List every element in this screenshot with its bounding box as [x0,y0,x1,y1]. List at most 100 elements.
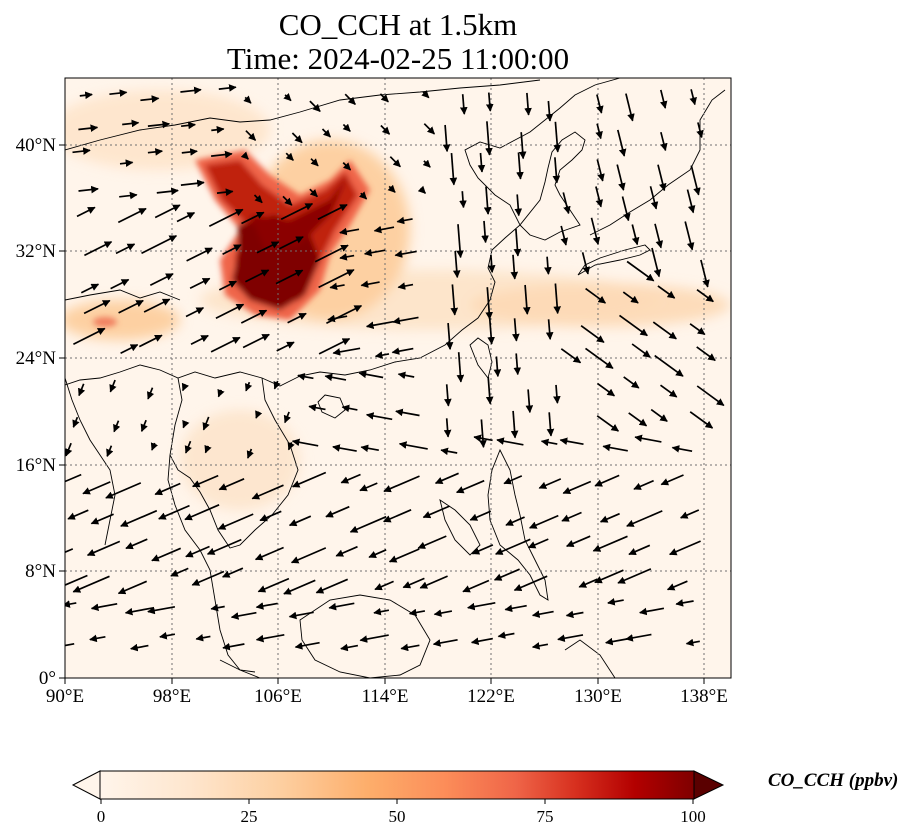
wind-arrow [279,236,304,250]
wind-arrow [206,538,242,555]
wind-arrow [84,241,113,257]
wind-arrow [314,244,349,263]
wind-arrow [596,94,604,114]
wind-arrow [522,284,531,315]
wind-arrow [181,121,196,130]
wind-arrow [621,196,631,222]
wind-arrow [141,235,178,255]
wind-arrow [105,482,142,499]
wind-arrow [433,609,453,617]
wind-arrow [444,384,452,407]
wind-arrow [666,580,688,591]
wind-arrow [397,371,415,380]
wind-arrow [78,185,99,194]
colorbar-tick-label: 50 [389,807,406,826]
wind-arrow [115,243,136,255]
wind-arrow [477,152,486,173]
wind-arrow [689,89,697,106]
wind-arrow [625,633,652,642]
wind-arrow [493,356,502,378]
wind-arrow [594,569,624,584]
wind-arrow [210,336,241,353]
wind-arrow [294,641,320,650]
wind-arrow [561,511,582,522]
wind-arrow [387,184,396,193]
wind-arrow [283,93,292,102]
wind-arrow [315,578,349,594]
wind-arrow [309,188,318,198]
wind-arrow [328,602,355,611]
wind-arrow [634,434,662,443]
wind-arrow [546,412,555,437]
wind-arrow [487,254,496,273]
wind-arrow [130,643,149,652]
wind-arrow [392,316,419,325]
wind-arrow [245,269,270,283]
lat-tick-label: 16°N [16,455,57,476]
wind-arrow [619,314,648,337]
wind-arrow [283,411,291,424]
map-frame [64,77,732,679]
wind-arrow [417,535,447,549]
wind-arrow [552,157,561,184]
lat-tick-label: 0° [39,668,56,689]
wind-arrow [195,633,211,642]
wind-arrow [310,158,319,167]
wind-arrow [528,514,559,529]
wind-arrow [481,220,489,244]
wind-arrow [374,580,394,591]
co-concentration-field [65,90,730,510]
wind-arrow [90,602,118,612]
wind-arrow [679,509,700,519]
wind-arrow [374,351,390,359]
wind-arrow [86,540,121,557]
wind-arrow [649,186,659,210]
wind-arrow [389,156,401,168]
wind-arrow [565,535,591,548]
colorbar-tick-label: 75 [537,807,554,826]
lon-tick-label: 98°E [153,686,191,707]
wind-arrow [191,474,219,488]
wind-arrow [358,370,384,379]
wind-arrow [143,298,171,313]
wind-arrow [288,515,312,527]
wind-arrow [560,225,569,246]
wind-arrow [154,204,181,219]
wind-arrow [395,408,420,417]
wind-arrow [106,445,114,458]
wind-arrow [176,211,196,223]
wind-arrow [120,343,139,354]
wind-arrow [65,473,82,483]
wind-arrow [493,568,520,581]
wind-arrow [159,631,176,640]
wind-arrow [276,341,295,352]
wind-arrow [340,643,359,652]
wind-arrow [421,90,430,99]
wind-arrow [318,337,351,355]
lat-tick-label: 8°N [25,561,56,582]
map-panel [65,78,731,678]
wind-arrow [628,544,651,556]
wind-arrow [562,192,571,215]
wind-arrow [503,475,523,485]
wind-arrow [218,478,245,491]
wind-arrow [485,287,493,320]
wind-arrow [342,161,352,171]
wind-arrow [360,280,380,288]
wind-arrow [275,269,304,285]
wind-arrow [513,353,522,376]
wind-arrow [186,247,213,262]
wind-arrow [287,441,295,451]
wind-arrow [417,185,427,194]
wind-arrow [654,354,684,377]
wind-arrow [622,291,639,304]
lon-tick-label: 90°E [46,686,84,707]
wind-arrow [65,574,88,587]
colorbar-extend-min [71,770,101,800]
wind-arrow [240,151,249,160]
wind-arrow [625,93,635,122]
wind-arrow [616,164,626,191]
wind-arrow [211,125,225,134]
wind-arrow [117,207,147,224]
